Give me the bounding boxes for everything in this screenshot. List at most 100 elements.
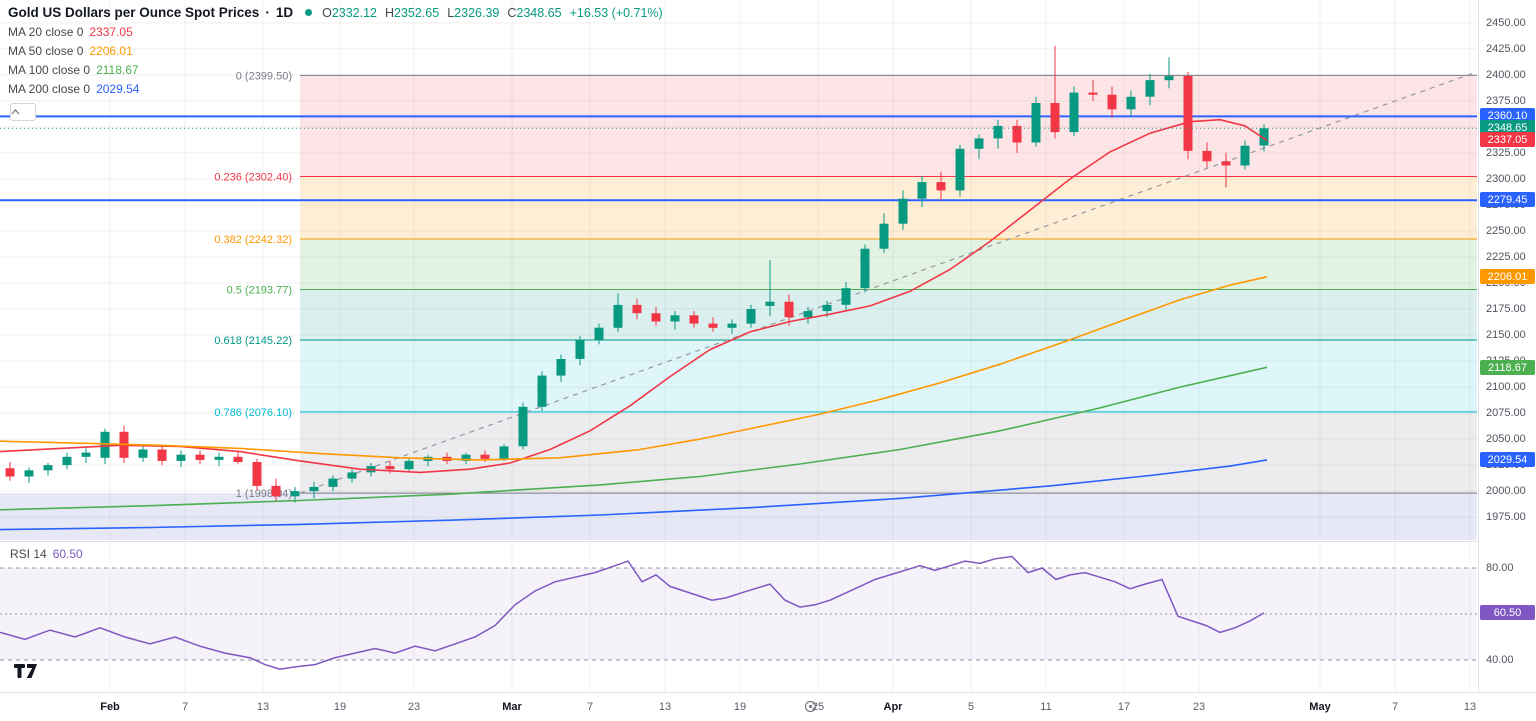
chevron-up-icon <box>11 109 20 115</box>
candle-body <box>917 182 927 199</box>
candle-body <box>651 313 661 322</box>
candle-body <box>81 452 91 457</box>
candle-body <box>746 309 756 324</box>
ohlc-high: H2352.65 <box>385 5 440 20</box>
legend-symbol-title[interactable]: Gold US Dollars per Ounce Spot Prices <box>8 5 260 20</box>
candle-body <box>499 446 509 459</box>
candle-body <box>461 454 471 461</box>
candle-body <box>347 472 357 479</box>
ma-100-legend[interactable]: MA 100 close 0 2118.67 <box>8 63 139 77</box>
candle-body <box>670 315 680 322</box>
fib-level-label: 0.382 (2242.32) <box>214 234 292 246</box>
candle-body <box>1259 128 1269 146</box>
time-axis-label: 19 <box>733 701 747 713</box>
candle-body <box>613 304 623 328</box>
time-axis-label: 17 <box>1117 701 1131 713</box>
ma-20-legend[interactable]: MA 20 close 0 2337.05 <box>8 25 133 39</box>
trendline[interactable] <box>299 72 1475 494</box>
time-axis-label: 5 <box>967 701 975 713</box>
candle-body <box>195 454 205 460</box>
price-badge: 2118.67 <box>1480 360 1535 375</box>
candle-body <box>157 449 167 461</box>
candle-body <box>1012 125 1022 143</box>
candle-body <box>556 359 566 376</box>
candle-body <box>727 323 737 328</box>
candle-body <box>138 449 148 458</box>
price-axis-tick: 2425.00 <box>1486 43 1526 55</box>
fib-level-label: 0 (2399.50) <box>236 70 292 82</box>
candle-body <box>214 456 224 460</box>
candle-body <box>24 470 34 477</box>
time-axis-label: 7 <box>1391 701 1399 713</box>
ma-200-line[interactable] <box>0 459 1268 531</box>
time-axis-label: 13 <box>658 701 672 713</box>
candle-body <box>1145 80 1155 97</box>
candle-body <box>480 454 490 459</box>
ohlc-open: O2332.12 <box>322 5 377 20</box>
price-axis[interactable]: 1975.002000.002025.002050.002075.002100.… <box>1478 0 1536 721</box>
panel-separator[interactable] <box>0 541 1536 542</box>
time-axis-label: Apr <box>883 701 903 713</box>
candle-body <box>537 375 547 407</box>
ohlc-low: L2326.39 <box>447 5 500 20</box>
ma-50-legend[interactable]: MA 50 close 0 2206.01 <box>8 44 133 58</box>
price-axis-tick: 2075.00 <box>1486 407 1526 419</box>
candle-body <box>822 304 832 312</box>
price-badge: 2360.10 <box>1480 108 1535 123</box>
candle-body <box>1126 96 1136 110</box>
price-axis-tick: 2150.00 <box>1486 329 1526 341</box>
rsi-label: RSI 14 <box>10 547 47 561</box>
candle-body <box>841 288 851 305</box>
candle-body <box>309 486 319 492</box>
fib-level-label: 0.5 (2193.77) <box>227 285 292 297</box>
fib-zone <box>300 289 1477 340</box>
rsi-value: 60.50 <box>52 547 83 561</box>
ma-200-legend[interactable]: MA 200 close 0 2029.54 <box>8 82 140 96</box>
rsi-panel-canvas[interactable] <box>0 542 1477 692</box>
time-axis[interactable]: Feb 7 13 19 23 Mar 7 13 19 25 Apr 5 11 17 23 May 7 13 <box>0 692 1536 721</box>
candle-body <box>328 478 338 487</box>
time-axis-label: May <box>1309 701 1331 713</box>
candle-body <box>784 301 794 318</box>
rsi-line[interactable] <box>0 555 1265 670</box>
legend-separator: · <box>265 5 270 20</box>
main-chart-canvas[interactable]: 0 (2399.50) 0.236 (2302.40) 0.382 (2242.32… <box>0 0 1477 541</box>
price-axis-tick: 2250.00 <box>1486 225 1526 237</box>
market-status-dot <box>305 9 313 16</box>
legend-collapse-button[interactable] <box>10 103 36 121</box>
price-badge: 2337.05 <box>1480 132 1535 147</box>
legend-interval[interactable]: 1D <box>275 5 294 20</box>
time-axis-label: 11 <box>1040 701 1052 713</box>
rsi-legend[interactable]: RSI 14 60.50 <box>10 547 83 561</box>
price-axis-tick: 2325.00 <box>1486 147 1526 159</box>
candle-body <box>594 327 604 341</box>
rsi-axis-tick: 40.00 <box>1486 654 1514 666</box>
price-change: +16.53 (+0.71%) <box>569 5 663 20</box>
fib-zone <box>300 411 1477 494</box>
ma-20-line[interactable] <box>0 118 1268 474</box>
price-axis-tick: 2375.00 <box>1486 95 1526 107</box>
price-badge: 2029.54 <box>1480 452 1535 467</box>
candle-body <box>1107 94 1117 110</box>
candle-body <box>100 431 110 458</box>
ohlc-close: C2348.65 <box>507 5 562 20</box>
fib-zone <box>300 75 1477 177</box>
ohlc-values: O2332.12 H2352.65 L2326.39 C2348.65 +16.… <box>322 6 663 20</box>
price-axis-tick: 2225.00 <box>1486 251 1526 263</box>
candle-body <box>879 223 889 249</box>
candle-body <box>1069 92 1079 133</box>
fib-level-label: 0.618 (2145.22) <box>214 335 292 347</box>
ma-50-line[interactable] <box>0 276 1268 461</box>
candle-body <box>974 138 984 149</box>
candle-body <box>233 456 243 462</box>
candle-body <box>1088 92 1098 95</box>
candle-body <box>176 454 186 461</box>
ma-100-line[interactable] <box>0 366 1268 511</box>
candle-body <box>62 456 72 466</box>
candle-body <box>632 304 642 314</box>
price-axis-tick: 2050.00 <box>1486 433 1526 445</box>
candle-body <box>518 406 528 447</box>
price-badge: 2279.45 <box>1480 192 1535 207</box>
price-badge: 2206.01 <box>1480 269 1535 284</box>
time-axis-label: 7 <box>181 701 189 713</box>
